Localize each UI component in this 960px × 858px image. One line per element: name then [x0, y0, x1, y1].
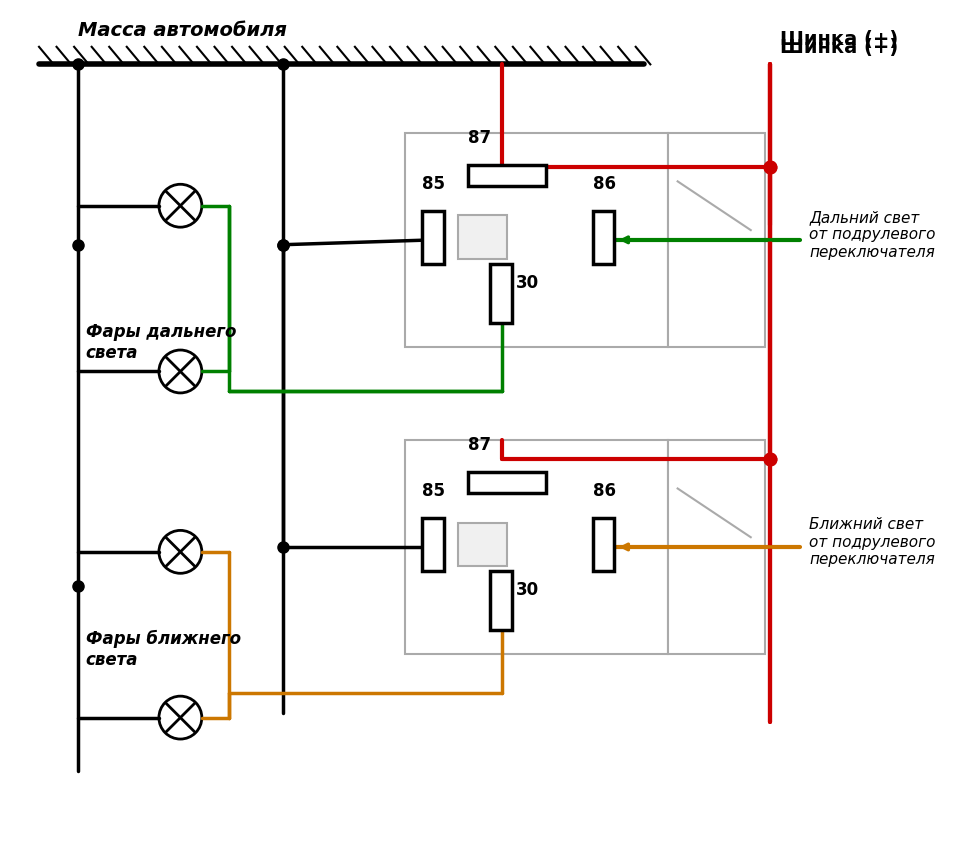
Bar [468, 472, 546, 493]
Bar [491, 264, 512, 323]
Bar [593, 517, 614, 571]
Bar [458, 215, 507, 259]
Text: Фары ближнего
света: Фары ближнего света [85, 630, 241, 669]
Text: Шинка (+): Шинка (+) [780, 38, 899, 57]
Bar [593, 210, 614, 264]
Text: 85: 85 [422, 175, 445, 193]
Text: 86: 86 [593, 482, 615, 500]
Bar [422, 517, 444, 571]
Text: 86: 86 [593, 175, 615, 193]
Bar [491, 571, 512, 630]
Text: Ближний свет
от подрулевого
переключателя: Ближний свет от подрулевого переключател… [809, 517, 936, 567]
Bar [458, 523, 507, 566]
Text: 30: 30 [516, 581, 539, 599]
Text: 85: 85 [422, 482, 445, 500]
Bar [468, 165, 546, 186]
Text: 87: 87 [468, 130, 492, 148]
Text: Шинка (+): Шинка (+) [780, 30, 899, 49]
Text: Дальний свет
от подрулевого
переключателя: Дальний свет от подрулевого переключател… [809, 210, 936, 260]
Text: 87: 87 [468, 437, 492, 455]
Bar [404, 133, 668, 347]
Bar [404, 439, 668, 655]
Text: Масса автомобиля: Масса автомобиля [78, 21, 287, 40]
Text: 30: 30 [516, 274, 539, 292]
Text: Фары дальнего
света: Фары дальнего света [85, 323, 236, 361]
Bar [668, 133, 765, 347]
Bar [422, 210, 444, 264]
Bar [668, 439, 765, 655]
